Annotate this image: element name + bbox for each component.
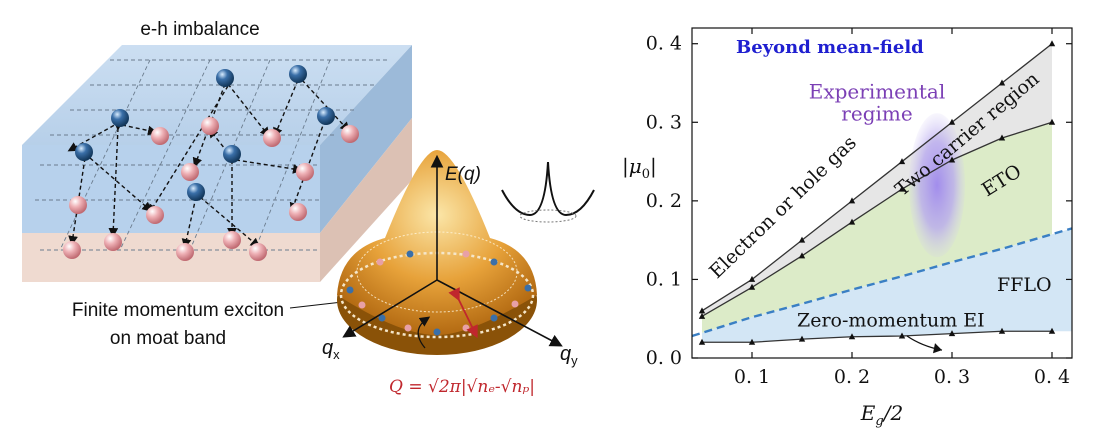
- data-point-marker: [998, 79, 1006, 86]
- qy-axis-label: qy: [560, 343, 578, 368]
- data-point-marker: [948, 156, 956, 163]
- y-tick-label: 0. 4: [646, 33, 682, 55]
- data-point-marker: [848, 333, 856, 340]
- y-tick-label: 0. 0: [646, 347, 682, 369]
- slab-title: e-h imbalance: [140, 19, 259, 40]
- double-well-inset: [501, 161, 595, 223]
- data-point-marker: [898, 332, 906, 339]
- data-point-marker: [898, 158, 906, 165]
- data-point-marker: [998, 134, 1006, 141]
- curved-pointer: [417, 316, 431, 349]
- fflo-region: [702, 228, 1072, 343]
- data-point-marker: [948, 330, 956, 337]
- schematic-panel: e-h imbalance Finite momentum exciton on…: [22, 19, 595, 397]
- plot-area: Electron or hole gas Two carrier regionET…: [691, 40, 1073, 354]
- data-point-marker: [798, 335, 806, 342]
- data-point-marker: [798, 236, 806, 243]
- data-point-marker: [748, 338, 756, 345]
- y-tick-label: 0. 3: [646, 111, 682, 133]
- x-tick-label: 0. 4: [1034, 366, 1070, 388]
- data-point-marker: [1048, 118, 1056, 125]
- y-tick-label: 0. 2: [646, 190, 682, 212]
- experimental-regime-ellipse: [909, 113, 965, 258]
- energy-axis-label: E(q): [445, 164, 481, 185]
- data-point-marker: [698, 307, 706, 314]
- zero-momentum-pointer-head: [933, 343, 942, 354]
- q-vector: [448, 287, 478, 339]
- data-point-marker: [898, 185, 906, 192]
- upper-boundary-line: [701, 43, 1053, 312]
- x-tick-label: 0. 3: [934, 366, 970, 388]
- exciton-caption-line2: on moat band: [110, 328, 226, 349]
- data-point-marker: [1048, 327, 1056, 334]
- data-point-marker: [798, 252, 806, 259]
- qx-axis-label: qx: [322, 337, 340, 362]
- momentum-formula: Q = √2π|√nₑ-√nₚ|: [389, 377, 535, 397]
- data-point-marker: [948, 118, 956, 125]
- data-point-marker: [748, 283, 756, 290]
- data-point-marker: [748, 275, 756, 282]
- slab-front-lower: [22, 233, 320, 282]
- x-tick-label: 0. 2: [834, 366, 870, 388]
- region-label-experimental-line2: regime: [841, 102, 912, 126]
- slab-front-upper: [22, 145, 320, 233]
- zero-momentum-boundary-line: [702, 330, 1052, 343]
- data-point-marker: [1048, 40, 1056, 47]
- data-point-marker: [698, 312, 706, 319]
- data-point-marker: [848, 197, 856, 204]
- y-tick-label: 0. 1: [646, 268, 682, 290]
- slab-side-upper: [320, 45, 412, 233]
- exciton-caption-line1: Finite momentum exciton: [72, 300, 284, 321]
- holes: [63, 117, 359, 261]
- region-label-experimental: Experimental: [809, 80, 946, 104]
- data-point-marker: [698, 338, 706, 345]
- chart-title: Beyond mean-field: [736, 37, 924, 58]
- y-axis-label: |μ0|: [622, 154, 657, 182]
- lower-boundary-line: [701, 121, 1053, 317]
- slab-side-lower: [320, 118, 412, 282]
- x-tick-label: 0. 1: [734, 366, 770, 388]
- plot-frame: [691, 27, 1073, 359]
- tick-marks: 0. 1 0. 2 0. 3 0. 4 0. 0 0. 1 0. 2 0. 3 0. 4: [646, 28, 1072, 388]
- fflo-boundary-dashed-line: [691, 227, 1073, 338]
- electrons: [75, 65, 335, 201]
- phase-diagram-chart: Electron or hole gas Two carrier regionET…: [622, 27, 1073, 429]
- region-label-fflo: FFLO: [997, 274, 1052, 296]
- x-axis-label: Eg/2: [860, 401, 903, 429]
- data-point-marker: [998, 327, 1006, 334]
- region-label-zero-momentum: Zero-momentum EI: [797, 310, 985, 332]
- data-point-marker: [848, 218, 856, 225]
